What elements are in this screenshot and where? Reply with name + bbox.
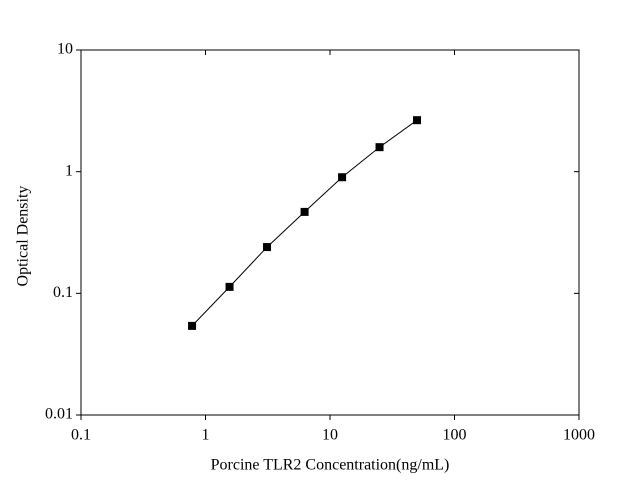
x-axis-label: Porcine TLR2 Concentration(ng/mL)	[211, 457, 450, 474]
y-tick-label: 0.1	[53, 284, 73, 301]
plot-frame	[80, 49, 580, 416]
data-point	[263, 243, 272, 252]
data-point	[225, 282, 234, 291]
x-tick-label: 1000	[563, 427, 595, 444]
data-point	[338, 173, 347, 182]
y-tick-label: 1	[65, 162, 73, 179]
data-point	[375, 143, 384, 152]
x-tick-label: 1	[202, 427, 210, 444]
data-point	[413, 116, 422, 125]
y-tick-label: 10	[57, 41, 73, 58]
data-point	[188, 321, 197, 330]
x-tick-label: 0.1	[71, 427, 91, 444]
data-point	[300, 207, 309, 216]
x-tick-label: 100	[443, 427, 467, 444]
y-tick-label: 0.01	[45, 406, 73, 423]
x-tick-label: 10	[322, 427, 338, 444]
y-axis-label: Optical Density	[15, 186, 32, 287]
